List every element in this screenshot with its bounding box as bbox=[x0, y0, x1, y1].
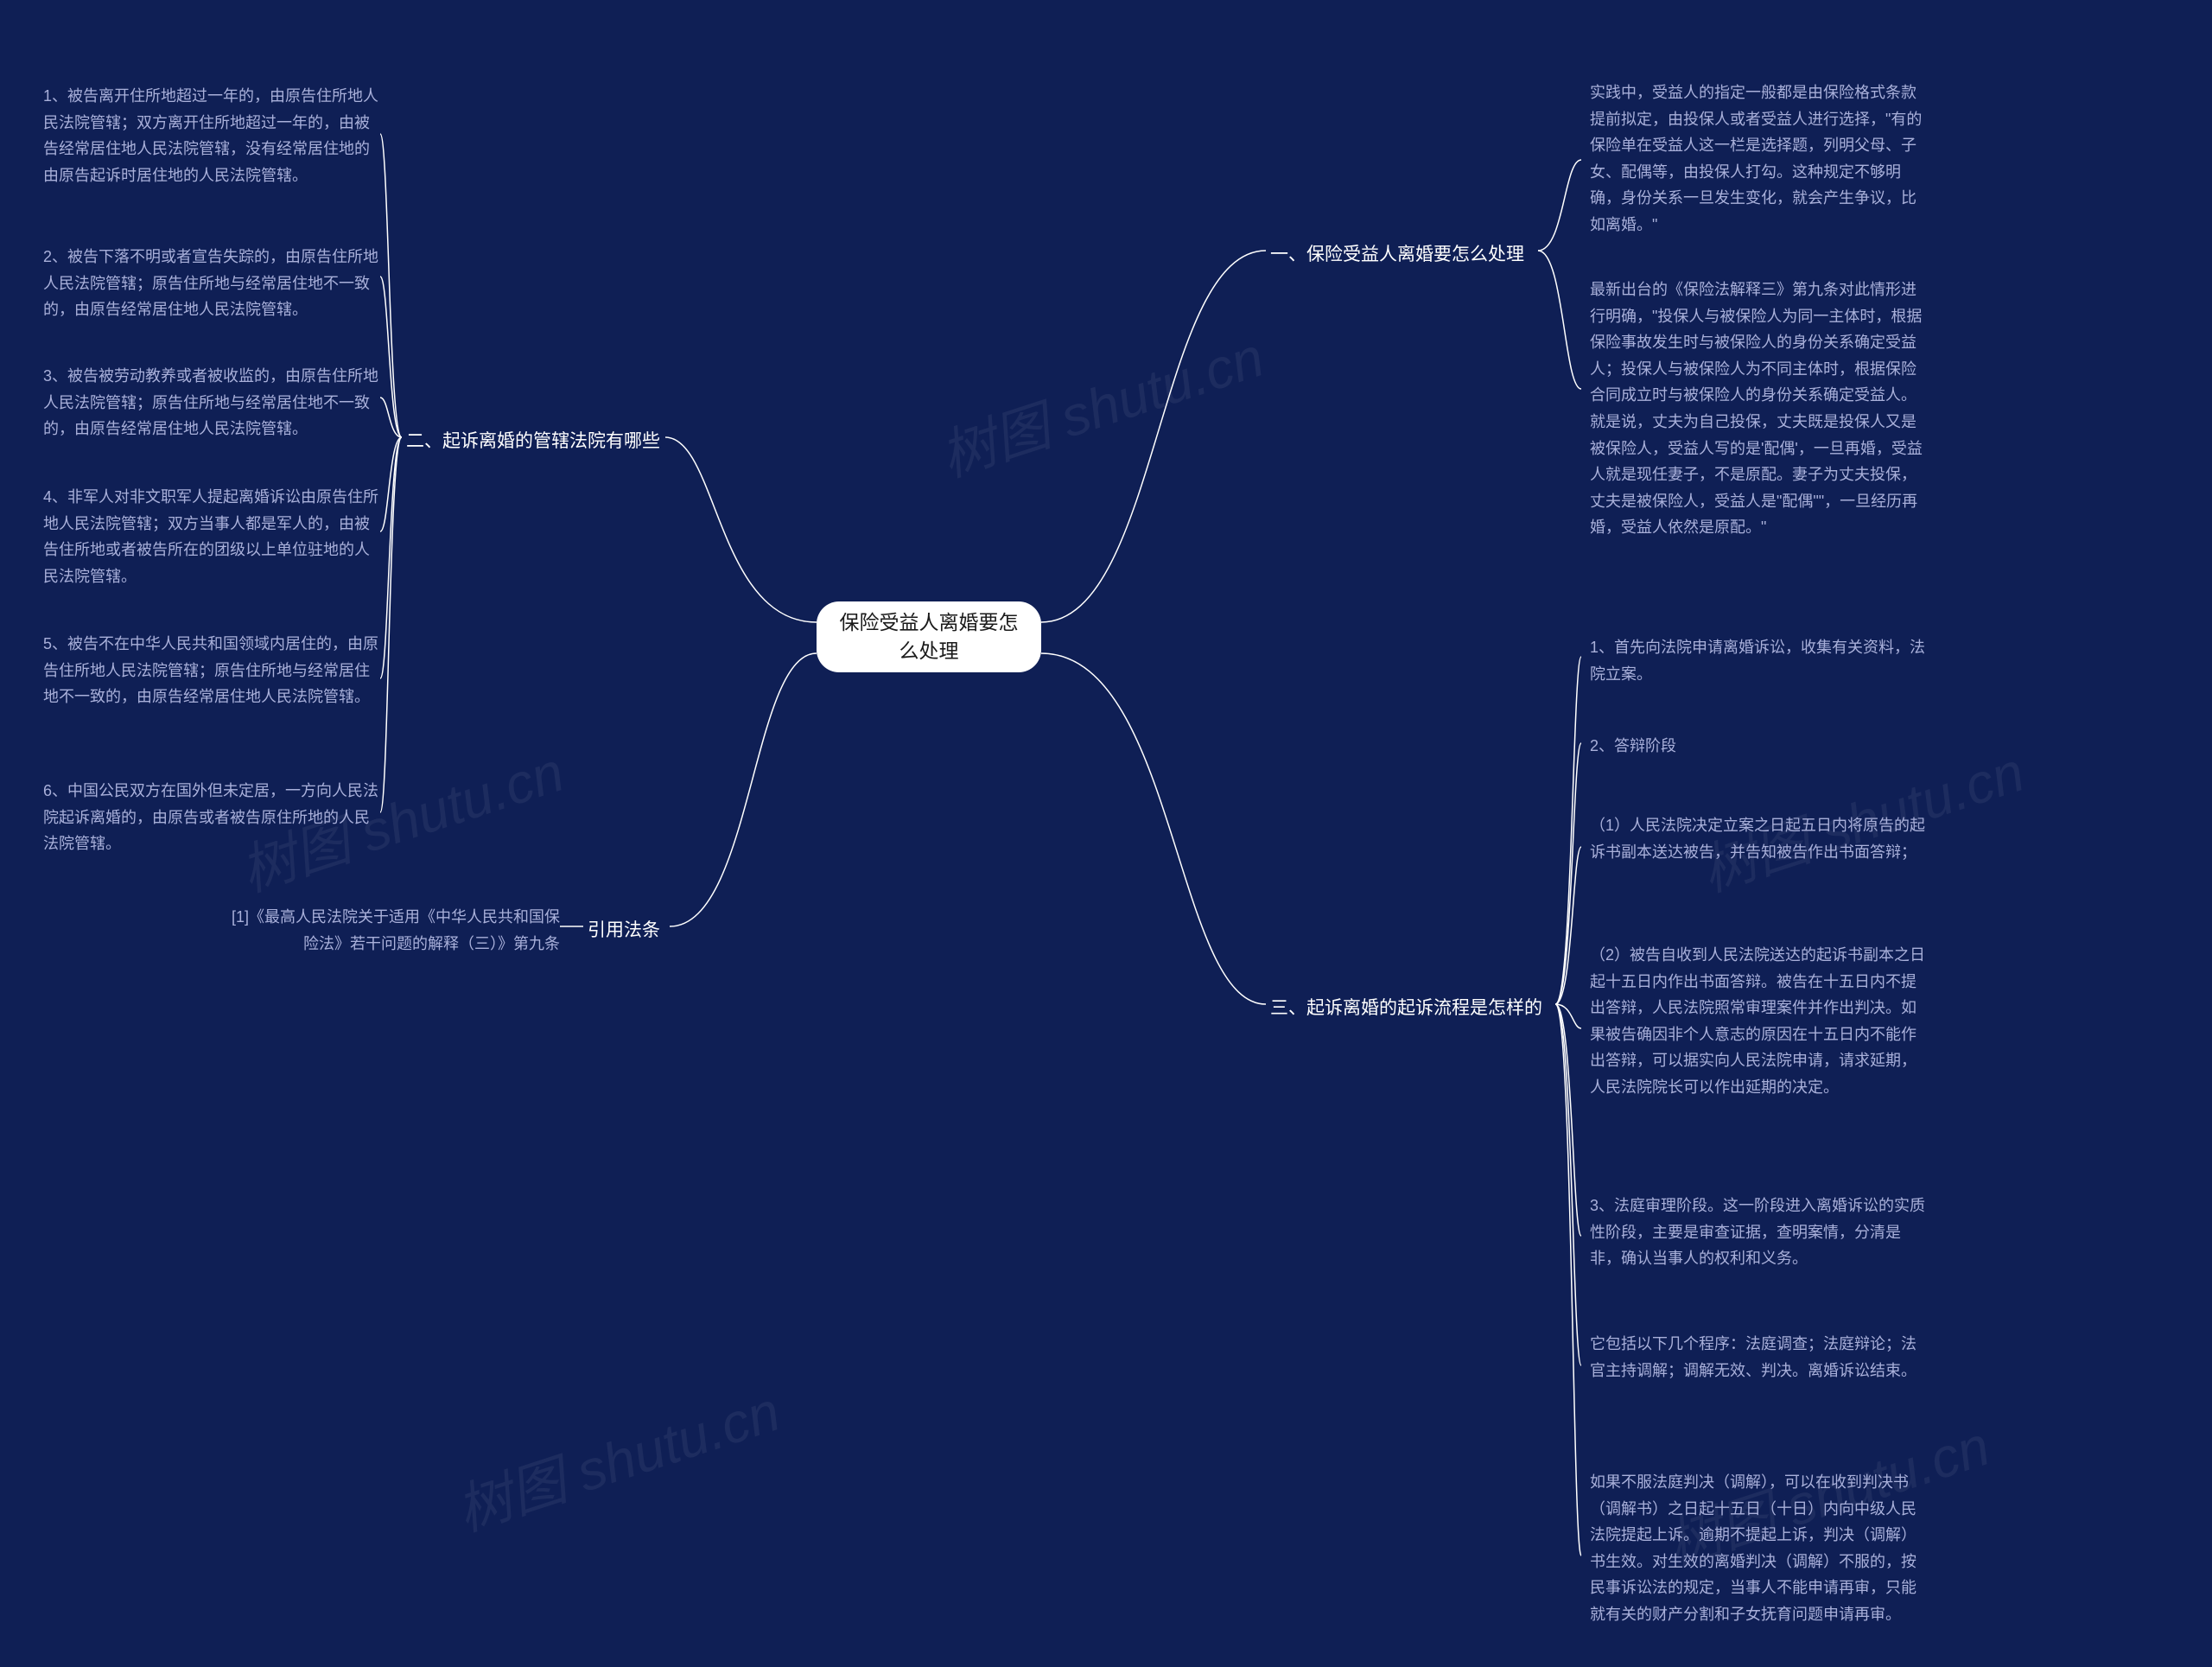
leaf-r2-0: 1、首先向法院申请离婚诉讼，收集有关资料，法院立案。 bbox=[1590, 634, 1927, 687]
leaf-l1-0: 1、被告离开住所地超过一年的，由原告住所地人民法院管辖；双方离开住所地超过一年的… bbox=[43, 83, 380, 188]
branch-label-l2: 引用法条 bbox=[588, 916, 660, 942]
leaf-l1-3: 4、非军人对非文职军人提起离婚诉讼由原告住所地人民法院管辖；双方当事人都是军人的… bbox=[43, 484, 380, 589]
leaf-l1-4: 5、被告不在中华人民共和国领域内居住的，由原告住所地人民法院管辖；原告住所地与经… bbox=[43, 631, 380, 710]
watermark: 树图 shutu.cn bbox=[929, 313, 1272, 492]
leaf-r2-5: 它包括以下几个程序：法庭调查；法庭辩论；法官主持调解；调解无效、判决。离婚诉讼结… bbox=[1590, 1331, 1927, 1384]
leaf-r2-1: 2、答辩阶段 bbox=[1590, 733, 1927, 760]
leaf-l1-2: 3、被告被劳动教养或者被收监的，由原告住所地人民法院管辖；原告住所地与经常居住地… bbox=[43, 363, 380, 442]
branch-label-l1: 二、起诉离婚的管辖法院有哪些 bbox=[406, 427, 660, 453]
leaf-r1-0: 实践中，受益人的指定一般都是由保险格式条款提前拟定，由投保人或者受益人进行选择，… bbox=[1590, 80, 1927, 239]
branch-label-r2: 三、起诉离婚的起诉流程是怎样的 bbox=[1270, 994, 1542, 1020]
leaf-l2-0: [1]《最高人民法院关于适用《中华人民共和国保险法》若干问题的解释（三）》第九条 bbox=[223, 904, 560, 957]
leaf-r2-6: 如果不服法庭判决（调解），可以在收到判决书（调解书）之日起十五日（十日）内向中级… bbox=[1590, 1469, 1927, 1628]
leaf-l1-5: 6、中国公民双方在国外但未定居，一方向人民法院起诉离婚的，由原告或者被告原住所地… bbox=[43, 778, 380, 857]
leaf-r1-1: 最新出台的《保险法解释三》第九条对此情形进行明确，"投保人与被保险人为同一主体时… bbox=[1590, 277, 1927, 541]
mindmap-center-node: 保险受益人离婚要怎么处理 bbox=[817, 601, 1041, 672]
leaf-r2-2: （1）人民法院决定立案之日起五日内将原告的起诉书副本送达被告，并告知被告作出书面… bbox=[1590, 812, 1927, 865]
leaf-r2-3: （2）被告自收到人民法院送达的起诉书副本之日起十五日内作出书面答辩。被告在十五日… bbox=[1590, 942, 1927, 1101]
center-node-text: 保险受益人离婚要怎么处理 bbox=[839, 608, 1019, 666]
branch-label-r1: 一、保险受益人离婚要怎么处理 bbox=[1270, 240, 1524, 266]
leaf-l1-1: 2、被告下落不明或者宣告失踪的，由原告住所地人民法院管辖；原告住所地与经常居住地… bbox=[43, 244, 380, 323]
leaf-r2-4: 3、法庭审理阶段。这一阶段进入离婚诉讼的实质性阶段，主要是审查证据，查明案情，分… bbox=[1590, 1193, 1927, 1272]
watermark: 树图 shutu.cn bbox=[445, 1367, 788, 1546]
